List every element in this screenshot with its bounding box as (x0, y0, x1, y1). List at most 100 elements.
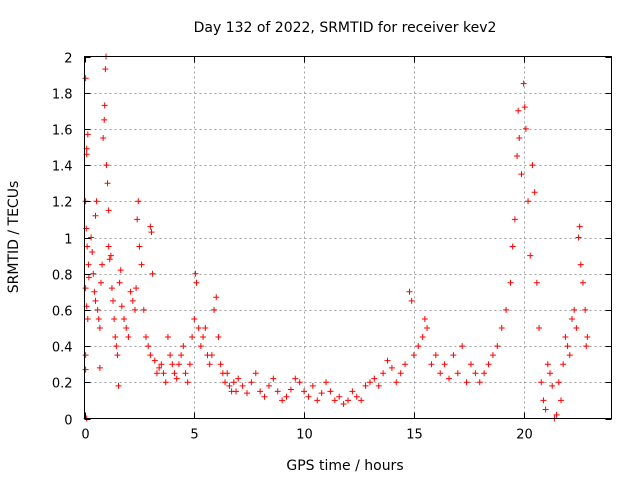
y-tick-label: 0 (64, 414, 72, 429)
data-point (84, 315, 91, 322)
data-point (432, 352, 439, 359)
data-point (579, 279, 586, 286)
data-point (549, 382, 556, 389)
data-point (115, 382, 122, 389)
data-point (573, 325, 580, 331)
data-point (121, 315, 128, 322)
data-point (230, 379, 237, 386)
data-point (481, 370, 488, 377)
data-points (82, 53, 591, 422)
data-point (397, 370, 404, 377)
data-point (103, 162, 110, 169)
data-point (127, 288, 134, 295)
data-point (215, 334, 222, 341)
data-point (92, 297, 99, 304)
data-point (314, 397, 321, 404)
data-point (102, 66, 109, 73)
data-point (511, 216, 518, 223)
data-point (132, 306, 139, 313)
data-point (193, 279, 200, 286)
data-point (224, 370, 231, 377)
data-point (105, 243, 112, 250)
data-point (191, 315, 198, 322)
data-point (410, 352, 417, 359)
data-point (459, 343, 466, 350)
data-point (118, 303, 125, 310)
data-point (584, 334, 591, 341)
data-point (292, 375, 299, 382)
data-point (547, 370, 554, 377)
data-point (162, 379, 169, 386)
data-point (476, 379, 483, 386)
data-point (222, 379, 229, 386)
data-point (195, 325, 202, 331)
data-point (544, 361, 551, 368)
data-point (125, 334, 132, 341)
data-point (186, 361, 193, 368)
data-point (527, 252, 534, 259)
data-point (362, 382, 369, 389)
data-point (85, 261, 92, 268)
data-point (520, 80, 527, 87)
y-tick-labels: 0 0.2 0.4 0.6 0.8 1 1.2 1.4 1.6 1.8 2 (52, 52, 73, 429)
data-point (562, 334, 569, 341)
data-point (123, 325, 130, 331)
data-point (101, 116, 108, 123)
data-point (189, 334, 196, 341)
data-point (97, 279, 104, 286)
data-point (88, 234, 95, 241)
data-point (446, 375, 453, 382)
data-point (564, 343, 571, 350)
x-axis-label: GPS time / hours (286, 458, 403, 474)
data-point (173, 375, 180, 382)
x-tick-labels: 0 5 10 15 20 (81, 428, 532, 443)
data-point (557, 397, 564, 404)
x-tick-label: 15 (406, 428, 423, 443)
data-point (95, 315, 102, 322)
data-point (82, 366, 89, 373)
data-point (116, 279, 123, 286)
data-point (169, 361, 176, 368)
data-point (318, 390, 325, 397)
data-point (82, 285, 89, 292)
data-point (104, 180, 111, 187)
y-axis-label: SRMTID / TECUs (6, 181, 22, 294)
data-point (235, 375, 242, 382)
data-point (279, 397, 286, 404)
data-point (182, 370, 189, 377)
data-point (129, 297, 136, 304)
data-point (388, 364, 395, 371)
y-tick-label: 1.8 (52, 88, 73, 103)
data-point (441, 361, 448, 368)
data-point (538, 379, 545, 386)
data-point (515, 107, 522, 114)
data-point (153, 370, 160, 377)
data-point (99, 261, 106, 268)
data-point (211, 306, 218, 313)
data-point (345, 397, 351, 404)
data-point (555, 379, 562, 386)
data-point (421, 315, 428, 322)
y-tick-label: 0.2 (52, 377, 73, 392)
data-point (463, 379, 470, 386)
data-point (529, 162, 536, 169)
data-point (358, 397, 365, 404)
data-point (301, 388, 308, 395)
data-point (202, 325, 209, 331)
data-point (498, 325, 505, 331)
y-tick-label: 0.8 (52, 269, 73, 284)
data-point (84, 131, 91, 138)
data-point (243, 390, 250, 397)
data-point (536, 325, 543, 331)
data-point (568, 315, 575, 322)
data-point (136, 243, 143, 250)
y-tick-label: 1.2 (52, 196, 73, 211)
data-point (113, 343, 120, 350)
data-point (521, 104, 528, 111)
data-point (327, 388, 334, 395)
data-point (91, 288, 98, 295)
data-point (148, 229, 155, 236)
data-point (553, 411, 560, 418)
grid-layer (84, 56, 612, 419)
data-point (105, 207, 112, 214)
